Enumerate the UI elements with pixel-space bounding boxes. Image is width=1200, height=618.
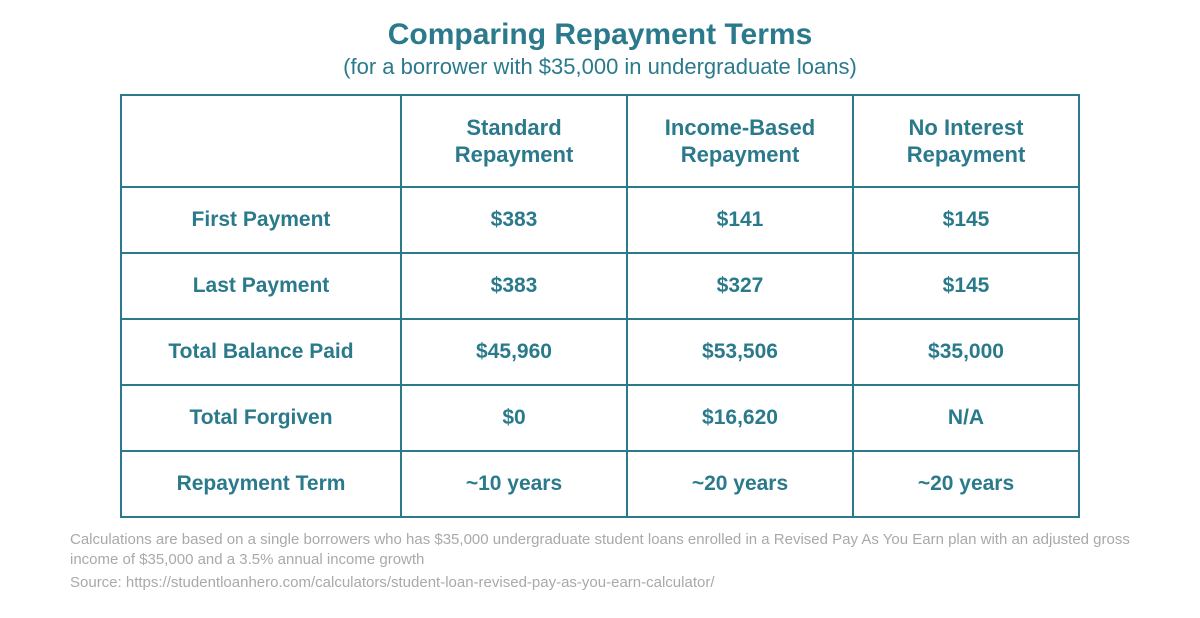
table-cell: N/A <box>853 385 1079 451</box>
footnote-source: Source: https://studentloanhero.com/calc… <box>40 573 1160 593</box>
table-header-income-based: Income-BasedRepayment <box>627 95 853 187</box>
table-cell: $141 <box>627 187 853 253</box>
row-label: Total Balance Paid <box>121 319 401 385</box>
table-cell: $53,506 <box>627 319 853 385</box>
table-row: Total Balance Paid $45,960 $53,506 $35,0… <box>121 319 1079 385</box>
table-cell: $145 <box>853 253 1079 319</box>
table-row: Last Payment $383 $327 $145 <box>121 253 1079 319</box>
table-row: Total Forgiven $0 $16,620 N/A <box>121 385 1079 451</box>
table-cell: ~20 years <box>853 451 1079 517</box>
table-cell: $145 <box>853 187 1079 253</box>
row-label: Total Forgiven <box>121 385 401 451</box>
table-cell: $327 <box>627 253 853 319</box>
table-header-row: StandardRepayment Income-BasedRepayment … <box>121 95 1079 187</box>
row-label: Last Payment <box>121 253 401 319</box>
footnote-text: Calculations are based on a single borro… <box>40 530 1160 571</box>
table-cell: $383 <box>401 253 627 319</box>
row-label: Repayment Term <box>121 451 401 517</box>
table-cell: $35,000 <box>853 319 1079 385</box>
table-cell: $45,960 <box>401 319 627 385</box>
comparison-table-wrapper: StandardRepayment Income-BasedRepayment … <box>40 94 1160 518</box>
table-cell: $0 <box>401 385 627 451</box>
row-label: First Payment <box>121 187 401 253</box>
table-cell: ~20 years <box>627 451 853 517</box>
table-cell: ~10 years <box>401 451 627 517</box>
table-header-standard: StandardRepayment <box>401 95 627 187</box>
table-cell: $383 <box>401 187 627 253</box>
table-cell: $16,620 <box>627 385 853 451</box>
table-header-blank <box>121 95 401 187</box>
page-subtitle: (for a borrower with $35,000 in undergra… <box>40 54 1160 80</box>
table-row: Repayment Term ~10 years ~20 years ~20 y… <box>121 451 1079 517</box>
table-header-no-interest: No InterestRepayment <box>853 95 1079 187</box>
comparison-table: StandardRepayment Income-BasedRepayment … <box>120 94 1080 518</box>
page-title: Comparing Repayment Terms <box>40 18 1160 52</box>
table-row: First Payment $383 $141 $145 <box>121 187 1079 253</box>
